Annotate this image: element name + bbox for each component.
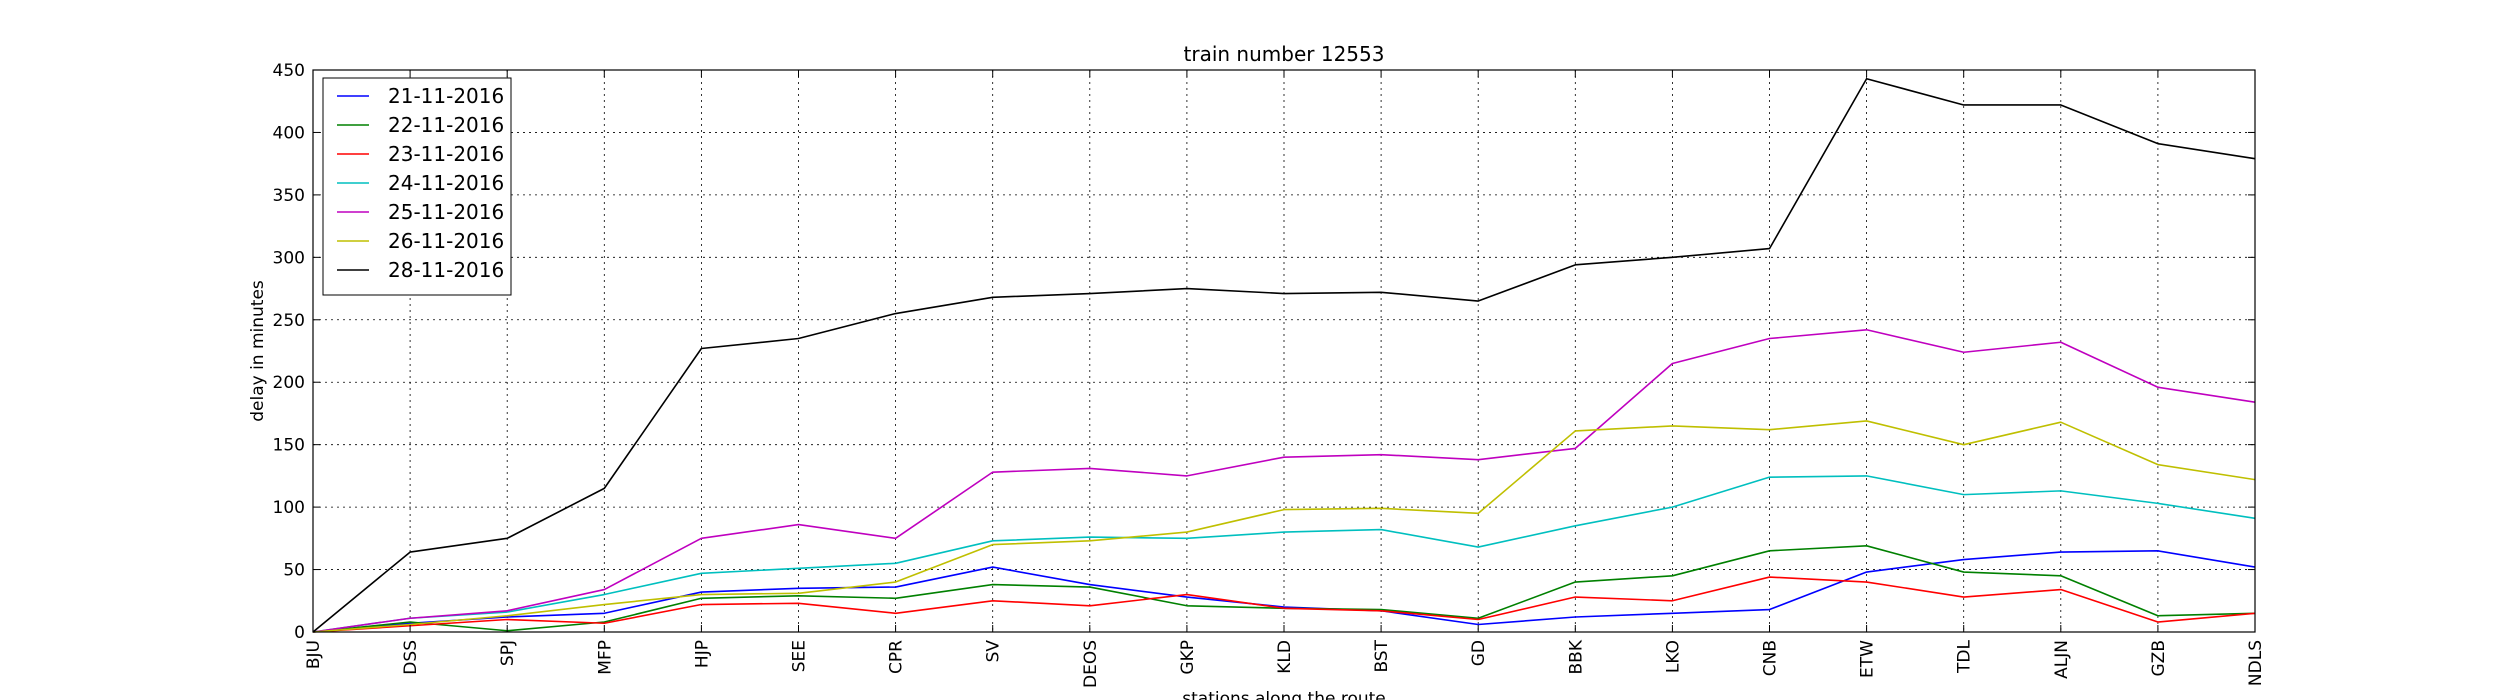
legend-box — [322, 77, 512, 296]
x-tick-label: KLD — [1275, 640, 1295, 674]
x-tick-label: CPR — [887, 640, 907, 674]
x-axis-label: stations along the route — [1182, 689, 1386, 700]
x-tick-label: TDL — [1955, 639, 1975, 673]
axis-ticks: BJU DSS SPJ MFP HJP SEE CPR SV DEOS GKP KLD BST GD BB… — [273, 61, 2266, 688]
x-tick-label: GD — [1469, 640, 1489, 666]
legend-label: 23-11-2016 — [388, 142, 504, 166]
x-tick-label: DSS — [401, 640, 421, 675]
legend-label: 28-11-2016 — [388, 258, 504, 282]
x-tick-label: ALJN — [2052, 640, 2072, 679]
x-tick-label: HJP — [692, 640, 712, 668]
x-tick-label: LKO — [1663, 640, 1683, 673]
x-tick-label: ETW — [1858, 640, 1878, 678]
legend-label: 25-11-2016 — [388, 200, 504, 224]
legend-label: 26-11-2016 — [388, 229, 504, 253]
grid — [312, 69, 2256, 633]
y-tick-label: 250 — [273, 311, 305, 331]
x-tick-label: SEE — [790, 640, 810, 672]
y-tick-label: 300 — [273, 248, 305, 268]
y-tick-label: 150 — [273, 436, 305, 456]
series-line — [312, 77, 2256, 633]
y-tick-label: 200 — [273, 373, 305, 393]
x-tick-label: GZB — [2149, 640, 2169, 676]
y-tick-label: 450 — [273, 61, 305, 81]
x-tick-label: BJU — [304, 640, 324, 669]
y-tick-label: 400 — [273, 123, 305, 143]
x-tick-label: NDLS — [2246, 640, 2266, 686]
series-lines — [312, 77, 2256, 633]
x-tick-label: GKP — [1178, 640, 1198, 675]
x-tick-label: CNB — [1761, 640, 1781, 676]
x-tick-label: SV — [984, 640, 1004, 663]
y-tick-label: 350 — [273, 186, 305, 206]
chart-title: train number 12553 — [1184, 42, 1385, 66]
x-tick-label: DEOS — [1081, 640, 1101, 688]
x-tick-label: BBK — [1566, 639, 1586, 674]
legend-label: 22-11-2016 — [388, 113, 504, 137]
legend: 21-11-2016 22-11-2016 23-11-2016 24-11-2016… — [322, 77, 512, 296]
legend-label: 24-11-2016 — [388, 171, 504, 195]
series-line — [312, 420, 2256, 633]
series-line — [312, 576, 2256, 633]
series-line — [312, 328, 2256, 633]
y-tick-label: 100 — [273, 498, 305, 518]
series-line — [312, 475, 2256, 633]
legend-label: 21-11-2016 — [388, 84, 504, 108]
y-tick-label: 0 — [294, 623, 305, 643]
y-tick-label: 50 — [283, 561, 305, 581]
x-tick-label: MFP — [595, 640, 615, 675]
y-axis-label: delay in minutes — [248, 280, 268, 422]
x-tick-label: BST — [1372, 639, 1392, 672]
x-tick-label: SPJ — [498, 640, 518, 666]
